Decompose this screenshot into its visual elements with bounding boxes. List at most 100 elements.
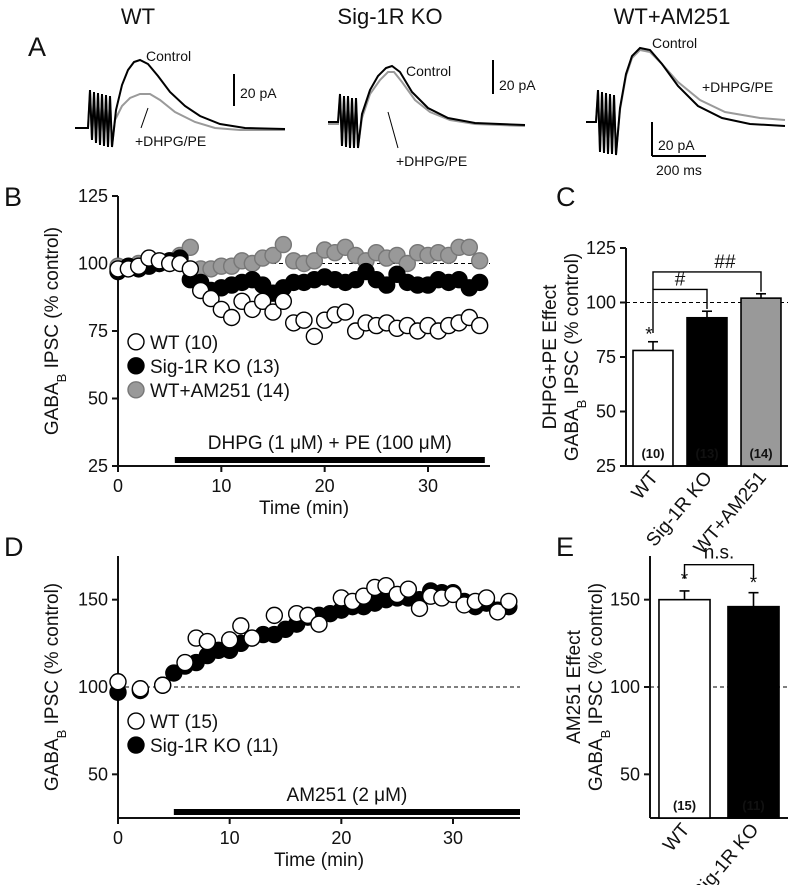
panel-b-point-1 [377, 276, 396, 294]
panel-b-point-0 [202, 289, 220, 308]
panel-e-ytick-label: 150 [610, 590, 640, 610]
panel-b-ytick-label: 125 [78, 186, 108, 206]
panel-b-drug-label: DHPG (1 μM) + PE (100 μM) [208, 433, 452, 454]
panel-b-legend-marker [127, 381, 145, 399]
panel-b-point-0 [253, 292, 272, 310]
trace-group-am: Control +DHPG/PE 20 pA 200 ms [586, 35, 786, 178]
scale-label-ko: 20 pA [499, 77, 536, 93]
panel-c-ytick-label: 50 [596, 402, 616, 422]
panel-d-legend-label: Sig-1R KO (11) [150, 736, 278, 757]
panel-b-drug-bar [174, 457, 485, 463]
panel-d-legend-marker [127, 736, 145, 754]
label-dhpg-am: +DHPG/PE [702, 79, 773, 95]
label-control-am: Control [652, 35, 697, 51]
panel-d-point-0 [444, 585, 462, 604]
panel-d-point-0 [500, 592, 518, 611]
label-dhpg-ko: +DHPG/PE [396, 153, 467, 169]
panel-b-ytick-label: 50 [88, 389, 108, 409]
panel-c-bar [740, 297, 782, 467]
panel-e-bar [658, 598, 711, 819]
title-am: WT+AM251 [614, 4, 731, 29]
panel-b-ytick-label: 25 [88, 456, 108, 476]
panel-e-star-ko: * [750, 573, 758, 594]
panel-b-point-0 [274, 292, 293, 310]
panel-d-ytick-label: 100 [78, 677, 108, 697]
panel-c-ytick-label: 125 [586, 238, 616, 258]
panel-d-ylabel: GABAB IPSC (% control) [42, 583, 69, 791]
panel-c-ytick-label: 75 [596, 347, 616, 367]
trace-wt-control [75, 58, 286, 148]
panel-c-ylabel-top: DHPG+PE Effect [540, 284, 561, 430]
chart-panel-b: 25 50 75 100 125 0 10 20 30 Time (min) GABAB IPSC … [42, 186, 490, 519]
panel-c-n-label: (14) [749, 446, 772, 461]
scale-label-am-pa: 20 pA [658, 137, 695, 153]
panel-b-point-2 [181, 238, 200, 257]
panel-c-bracket-1 [652, 288, 708, 334]
panel-d-point-0 [410, 599, 429, 618]
panel-letter-c: C [556, 182, 576, 212]
panel-b-point-0 [222, 308, 241, 327]
panel-c-n-label: (10) [641, 446, 664, 461]
panel-d-ytick-label: 50 [88, 764, 108, 784]
panel-d-point-0 [243, 629, 261, 647]
panel-letter-e: E [556, 532, 574, 562]
panel-b-point-0 [470, 316, 489, 335]
panel-b-xlabel: Time (min) [259, 498, 349, 519]
panel-e-n-label: (11) [742, 798, 764, 813]
panel-d-xlabel: Time (min) [274, 850, 364, 871]
panel-e-ylabel-top: AM251 Effect [564, 629, 585, 743]
panel-c-n-label: (13) [695, 446, 718, 461]
panel-d-point-0 [477, 589, 496, 607]
label-control-ko: Control [406, 63, 451, 79]
panel-d-xtick-label: 30 [443, 828, 463, 848]
panel-e-ytick-label: 100 [610, 677, 640, 697]
panel-c-hash-1: # [675, 269, 686, 290]
panel-b-xtick-label: 0 [113, 476, 123, 496]
panel-d-point-0 [310, 615, 328, 633]
scale-label-am-ms: 200 ms [656, 162, 702, 178]
label-dhpg-wt: +DHPG/PE [135, 133, 206, 149]
panel-d-point-0 [399, 580, 418, 598]
panel-b-point-2 [460, 238, 479, 257]
panel-d-point-0 [232, 617, 250, 635]
panel-b-point-0 [295, 311, 313, 329]
panel-c-bar [686, 316, 728, 467]
panel-c-ytick-label: 100 [586, 293, 616, 313]
panel-e-ytick-label: 50 [620, 764, 640, 784]
panel-b-legend-label: Sig-1R KO (13) [150, 357, 280, 378]
scale-label-wt: 20 pA [240, 85, 277, 101]
trace-group-ko: Control +DHPG/PE 20 pA [328, 60, 536, 169]
panel-d-ytick-label: 150 [78, 590, 108, 610]
title-wt: WT [121, 4, 155, 29]
panel-b-xtick-label: 20 [315, 476, 335, 496]
panel-c-bracket-2 [652, 271, 762, 292]
panel-b-point-0 [181, 260, 200, 278]
panel-b-legend-marker [127, 357, 145, 375]
panel-letter-b: B [4, 182, 22, 212]
panel-b-ytick-label: 100 [78, 254, 108, 274]
panel-b-point-1 [470, 273, 489, 292]
panel-letter-d: D [4, 532, 24, 562]
panel-c-ytick-label: 25 [596, 456, 616, 476]
panel-b-legend-marker [127, 333, 145, 351]
panel-b-point-2 [264, 246, 282, 265]
panel-d-point-0 [153, 676, 172, 694]
panel-c-ylabel: GABAB IPSC (% control) [562, 253, 589, 461]
panel-e-ylabel: GABAB IPSC (% control) [586, 583, 613, 791]
panel-e-bar [727, 605, 780, 819]
panel-b-xtick-label: 30 [418, 476, 438, 496]
panel-d-xtick-label: 10 [220, 828, 240, 848]
title-ko: Sig-1R KO [337, 4, 442, 29]
panel-b-point-2 [274, 235, 293, 254]
trace-group-wt: Control +DHPG/PE 20 pA [75, 48, 286, 149]
label-control-wt: Control [146, 48, 191, 64]
panel-d-point-0 [176, 653, 194, 672]
panel-b-point-0 [305, 327, 324, 346]
panel-b-xtick-label: 10 [211, 476, 231, 496]
panel-c-hash-2: ## [714, 252, 736, 273]
panel-c-star: * [645, 324, 653, 345]
trace-ko-control [328, 64, 526, 149]
